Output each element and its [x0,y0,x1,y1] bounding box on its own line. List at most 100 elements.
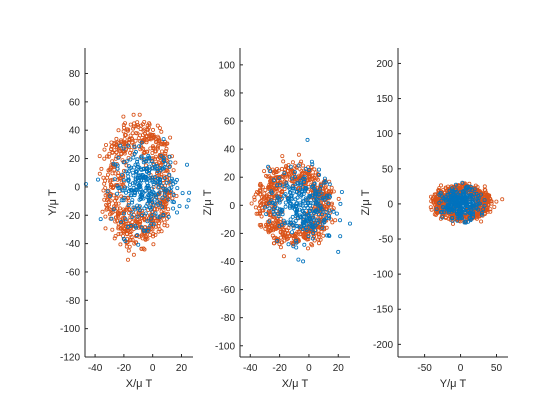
data-point [333,218,338,223]
data-point [304,227,309,232]
data-point [286,242,291,247]
y-axis-label: Z/μ T [360,189,372,215]
data-point [162,220,167,225]
data-point [326,233,331,238]
data-point [142,206,147,211]
data-point [105,191,110,196]
data-point [151,242,156,247]
data-point [446,208,451,213]
data-point [321,233,326,238]
data-point [148,133,153,138]
data-point [443,197,448,202]
data-point [294,240,299,245]
data-point [258,181,263,186]
data-point [117,154,122,159]
data-point [115,212,120,217]
data-point [157,215,162,220]
data-point [126,248,131,253]
data-point [122,168,127,173]
data-point [449,186,454,191]
data-point [129,210,134,215]
data-point [160,195,165,200]
data-point [291,226,296,231]
y-tick-label: 100 [376,129,393,140]
data-point [444,188,449,193]
data-point [307,194,312,199]
data-point [443,185,448,190]
data-point [307,178,312,183]
data-point [294,223,299,228]
data-point [108,194,113,199]
data-point [315,177,320,182]
data-point [443,211,448,216]
data-point [293,218,298,223]
data-point [151,222,156,227]
data-point [126,203,131,208]
data-point [464,197,469,202]
y-tick-label: -150 [373,305,393,316]
data-point [463,219,468,224]
data-point [266,210,271,215]
data-point [129,188,134,193]
data-point [119,180,124,185]
data-point [145,219,150,224]
data-point [169,154,174,159]
data-point [455,218,460,223]
data-point [284,237,289,242]
data-point [164,201,169,206]
data-point [302,189,307,194]
data-point [132,180,137,185]
data-point [141,196,146,201]
data-point [167,154,172,159]
data-point [276,195,281,200]
data-point [134,240,139,245]
data-point [110,150,115,155]
y-tick-label: -100 [60,324,80,335]
y-tick-label: -40 [221,257,236,268]
data-point [446,203,451,208]
data-point [301,259,306,264]
data-point [264,200,269,205]
data-point [123,217,128,222]
data-point [122,125,127,130]
data-point [139,225,144,230]
data-point [292,174,297,179]
data-point [437,186,442,191]
data-point [322,197,327,202]
data-point [440,215,445,220]
data-point [159,183,164,188]
data-point [167,164,172,169]
data-point [131,142,136,147]
data-point [312,224,317,229]
data-point [310,225,315,230]
x-tick-label: -40 [243,363,258,374]
data-point [143,159,148,164]
data-point [323,180,328,185]
data-point [471,200,476,205]
data-point [299,173,304,178]
data-point [139,140,144,145]
data-point [267,219,272,224]
x-tick-label: -20 [117,363,132,374]
data-point [287,205,292,210]
data-point [149,222,154,227]
data-point [316,167,321,172]
data-point [161,155,166,160]
data-point [277,176,282,181]
data-point [442,210,447,215]
data-point [252,197,257,202]
data-point [124,244,129,249]
data-point [158,218,163,223]
data-point [153,232,158,237]
data-point [320,225,325,230]
data-point [448,192,453,197]
data-point [274,166,279,171]
data-point [306,234,311,239]
data-point [300,226,305,231]
data-point [439,207,444,212]
data-point [450,188,455,193]
data-point [164,180,169,185]
data-point [438,191,443,196]
data-point [131,126,136,131]
data-point [261,208,266,213]
